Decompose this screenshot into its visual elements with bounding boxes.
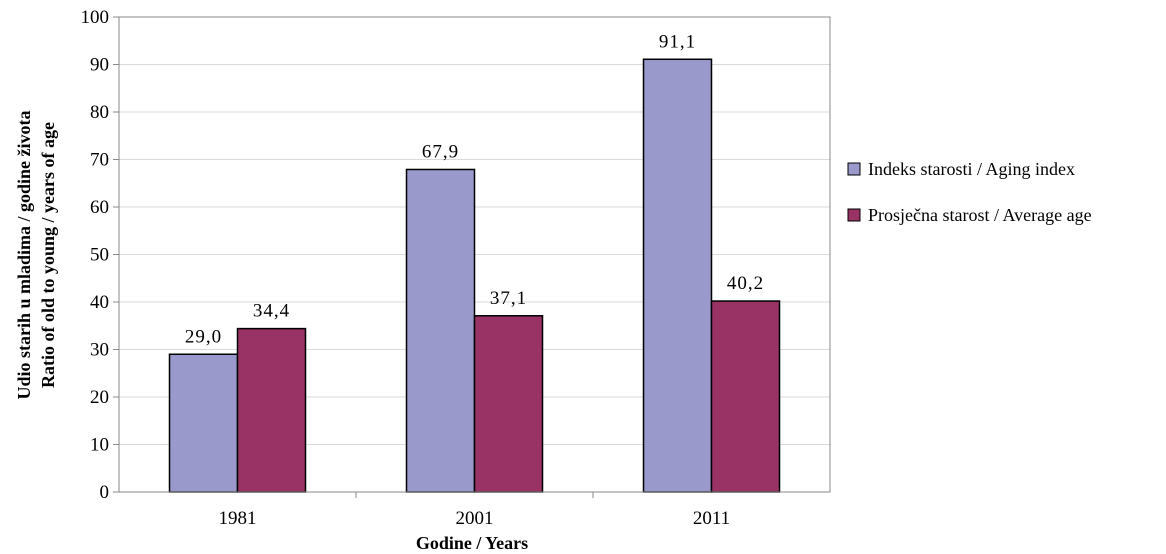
legend-swatch-aging-index <box>847 162 861 176</box>
y-tick-label-20: 20 <box>90 387 109 408</box>
plot-area-border <box>118 16 831 493</box>
y-tick-label-100: 100 <box>81 7 110 28</box>
legend-label-aging-index: Indeks starosti / Aging index <box>868 159 1075 179</box>
axes <box>113 16 831 498</box>
data-labels: 29,0 34,4 67,9 37,1 91,1 40,2 <box>185 31 764 347</box>
x-axis-title: Godine / Years <box>416 533 528 553</box>
bar-average-age-1981 <box>236 327 307 493</box>
legend: Indeks starosti / Aging index Prosječna … <box>847 159 1092 225</box>
data-label-aging-index-2011: 91,1 <box>659 31 696 52</box>
y-tick-label-30: 30 <box>90 340 109 361</box>
data-label-average-age-2011: 40,2 <box>727 273 764 294</box>
y-tick-label-60: 60 <box>90 197 109 218</box>
x-tick-labels: 1981 2001 2011 <box>219 508 731 529</box>
y-axis-title-line2: Ratio of old to young / years of age <box>38 122 58 388</box>
y-tick-label-80: 80 <box>90 102 109 123</box>
bars <box>168 58 781 493</box>
y-tick-label-40: 40 <box>90 292 109 313</box>
y-tick-label-90: 90 <box>90 55 109 76</box>
x-tick-label-2001: 2001 <box>456 508 494 529</box>
y-tick-label-10: 10 <box>90 435 109 456</box>
bar-aging-index-2001 <box>405 168 476 493</box>
y-tick-label-50: 50 <box>90 245 109 266</box>
data-label-aging-index-1981: 29,0 <box>185 326 222 347</box>
y-tick-label-0: 0 <box>100 482 110 503</box>
y-tick-label-70: 70 <box>90 150 109 171</box>
legend-label-average-age: Prosječna starost / Average age <box>868 205 1092 225</box>
bar-average-age-2001 <box>473 315 544 493</box>
data-label-aging-index-2001: 67,9 <box>422 141 459 162</box>
data-label-average-age-1981: 34,4 <box>253 301 290 322</box>
x-tick-label-1981: 1981 <box>219 508 257 529</box>
bar-average-age-2011 <box>710 300 781 493</box>
x-tick-label-2011: 2011 <box>693 508 730 529</box>
legend-swatch-average-age <box>847 208 861 222</box>
bar-aging-index-1981 <box>168 353 239 493</box>
bar-aging-index-2011 <box>642 58 713 493</box>
data-label-average-age-2001: 37,1 <box>490 288 527 309</box>
y-tick-labels: 0 10 20 30 40 50 60 70 80 90 100 <box>81 7 110 503</box>
y-axis-title-line1: Udio starih u mladima / godine života <box>14 110 34 399</box>
